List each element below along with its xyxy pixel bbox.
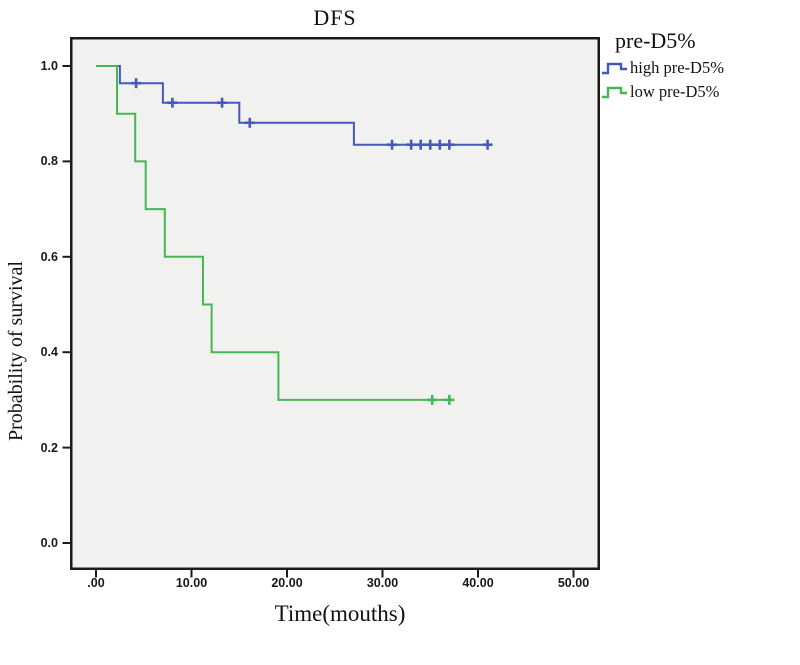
legend-label-low: low pre-D5%	[630, 81, 720, 101]
y-tick-label: 0.0	[40, 536, 58, 550]
chart-title: DFS	[313, 5, 357, 30]
x-axis-label: Time(mouths)	[274, 601, 406, 626]
step-line-icon-high	[602, 62, 627, 74]
y-tick-label: 0.4	[40, 345, 58, 360]
x-tick-label: 10.00	[175, 576, 208, 590]
km-curve	[96, 65, 455, 401]
x-tick-label: 30.00	[366, 576, 399, 590]
y-tick-label: 0.8	[40, 154, 58, 169]
legend-title: pre-D5%	[615, 28, 696, 53]
legend-item-high: high pre-D5%	[601, 57, 799, 78]
x-tick-label: .00	[87, 576, 105, 590]
km-curve	[96, 65, 493, 146]
plot-area	[62, 37, 600, 578]
legend-item-low: low pre-D5%	[601, 81, 799, 102]
x-tick-label: 40.00	[462, 576, 494, 590]
km-curves-plot	[62, 37, 600, 578]
y-tick-label: 1.0	[40, 59, 58, 73]
plot-frame	[70, 37, 600, 570]
y-tick-label: 0.2	[40, 440, 58, 455]
legend-label-high: high pre-D5%	[630, 57, 724, 77]
x-tick-label: 20.00	[271, 576, 303, 590]
legend: pre-D5% high pre-D5% low pre-D5%	[601, 28, 799, 102]
step-line-icon-low	[602, 86, 627, 98]
y-tick-label: 0.6	[40, 249, 58, 264]
x-tick-label: 50.00	[557, 576, 590, 590]
